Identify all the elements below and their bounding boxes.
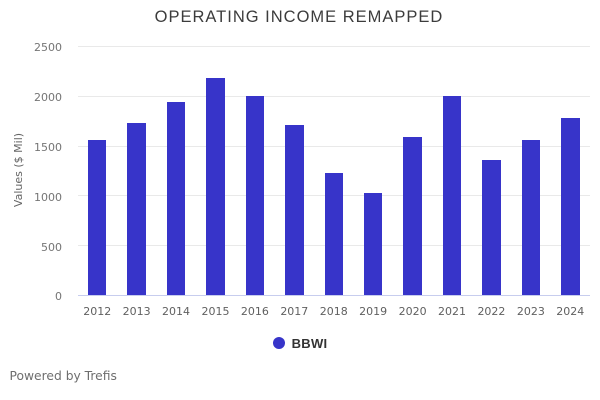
x-axis-line [77,295,590,296]
x-tick-label-2014: 2014 [162,304,191,318]
bar-2013[interactable] [127,122,146,296]
chart-title: OPERATING INCOME REMAPPED [154,8,444,26]
y-tick-label-2000: 2000 [34,91,62,105]
bar-2021[interactable] [442,96,462,296]
bar-2017[interactable] [285,124,304,296]
x-tick-label-2016: 2016 [240,304,269,318]
powered-by-trefis: Powered by Trefis [9,368,117,383]
bar-2018[interactable] [324,172,343,296]
x-tick-label-2012: 2012 [83,304,112,318]
x-tick-label-2018: 2018 [319,304,348,318]
x-tick-label-2013: 2013 [122,304,151,318]
x-tick-label-2015: 2015 [201,304,230,318]
y-axis-title: Values ($ Mil) [12,132,25,208]
x-tick-label-2023: 2023 [516,304,545,318]
gridline-2000 [77,95,590,97]
legend-dot-icon [272,337,285,349]
bar-2020[interactable] [403,136,422,296]
y-tick-label-1000: 1000 [34,190,62,204]
bar-2015[interactable] [206,78,225,296]
gridline-2500 [77,46,590,47]
x-tick-label-2020: 2020 [398,304,427,318]
bar-2014[interactable] [166,101,186,296]
bar-2019[interactable] [363,192,383,296]
bar-2012[interactable] [87,140,107,296]
x-tick-label-2024: 2024 [556,304,585,318]
x-tick-label-2019: 2019 [359,304,388,318]
x-tick-label-2021: 2021 [438,304,467,318]
x-tick-label-2022: 2022 [477,304,506,318]
legend-label: BBWI [291,335,328,351]
bar-2024[interactable] [561,117,580,296]
bar-2016[interactable] [245,96,265,296]
legend[interactable]: BBWI [0,335,600,351]
y-tick-label-2500: 2500 [34,41,62,55]
bar-2022[interactable] [482,160,501,296]
gridline-1500 [77,145,590,147]
bar-2023[interactable] [521,139,541,296]
y-tick-label-1500: 1500 [34,140,62,154]
y-tick-label-0: 0 [55,290,62,304]
x-tick-label-2017: 2017 [280,304,309,318]
y-tick-label-500: 500 [41,240,62,254]
